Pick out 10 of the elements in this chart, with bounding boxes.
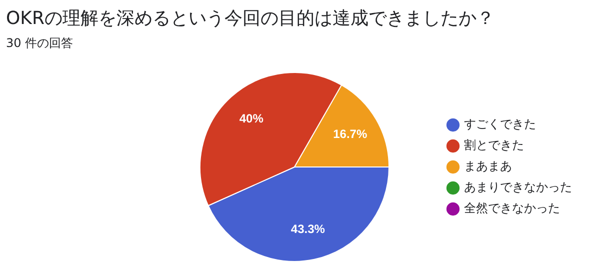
legend-label: 割とできた [464,138,524,152]
legend-label: あまりできなかった [464,180,572,194]
chart-title: OKRの理解を深めるという今回の目的は達成できましたか？ [6,7,494,30]
data-label: 43.3% [290,222,326,236]
legend-label: まあまあ [464,159,512,174]
data-label: 40% [239,112,264,126]
data-label: 16.7% [333,127,368,142]
legend-label: 全然できなかった [464,201,560,216]
text: 30 件の回答 [6,35,74,52]
legend-label: すごくできた [464,117,536,132]
